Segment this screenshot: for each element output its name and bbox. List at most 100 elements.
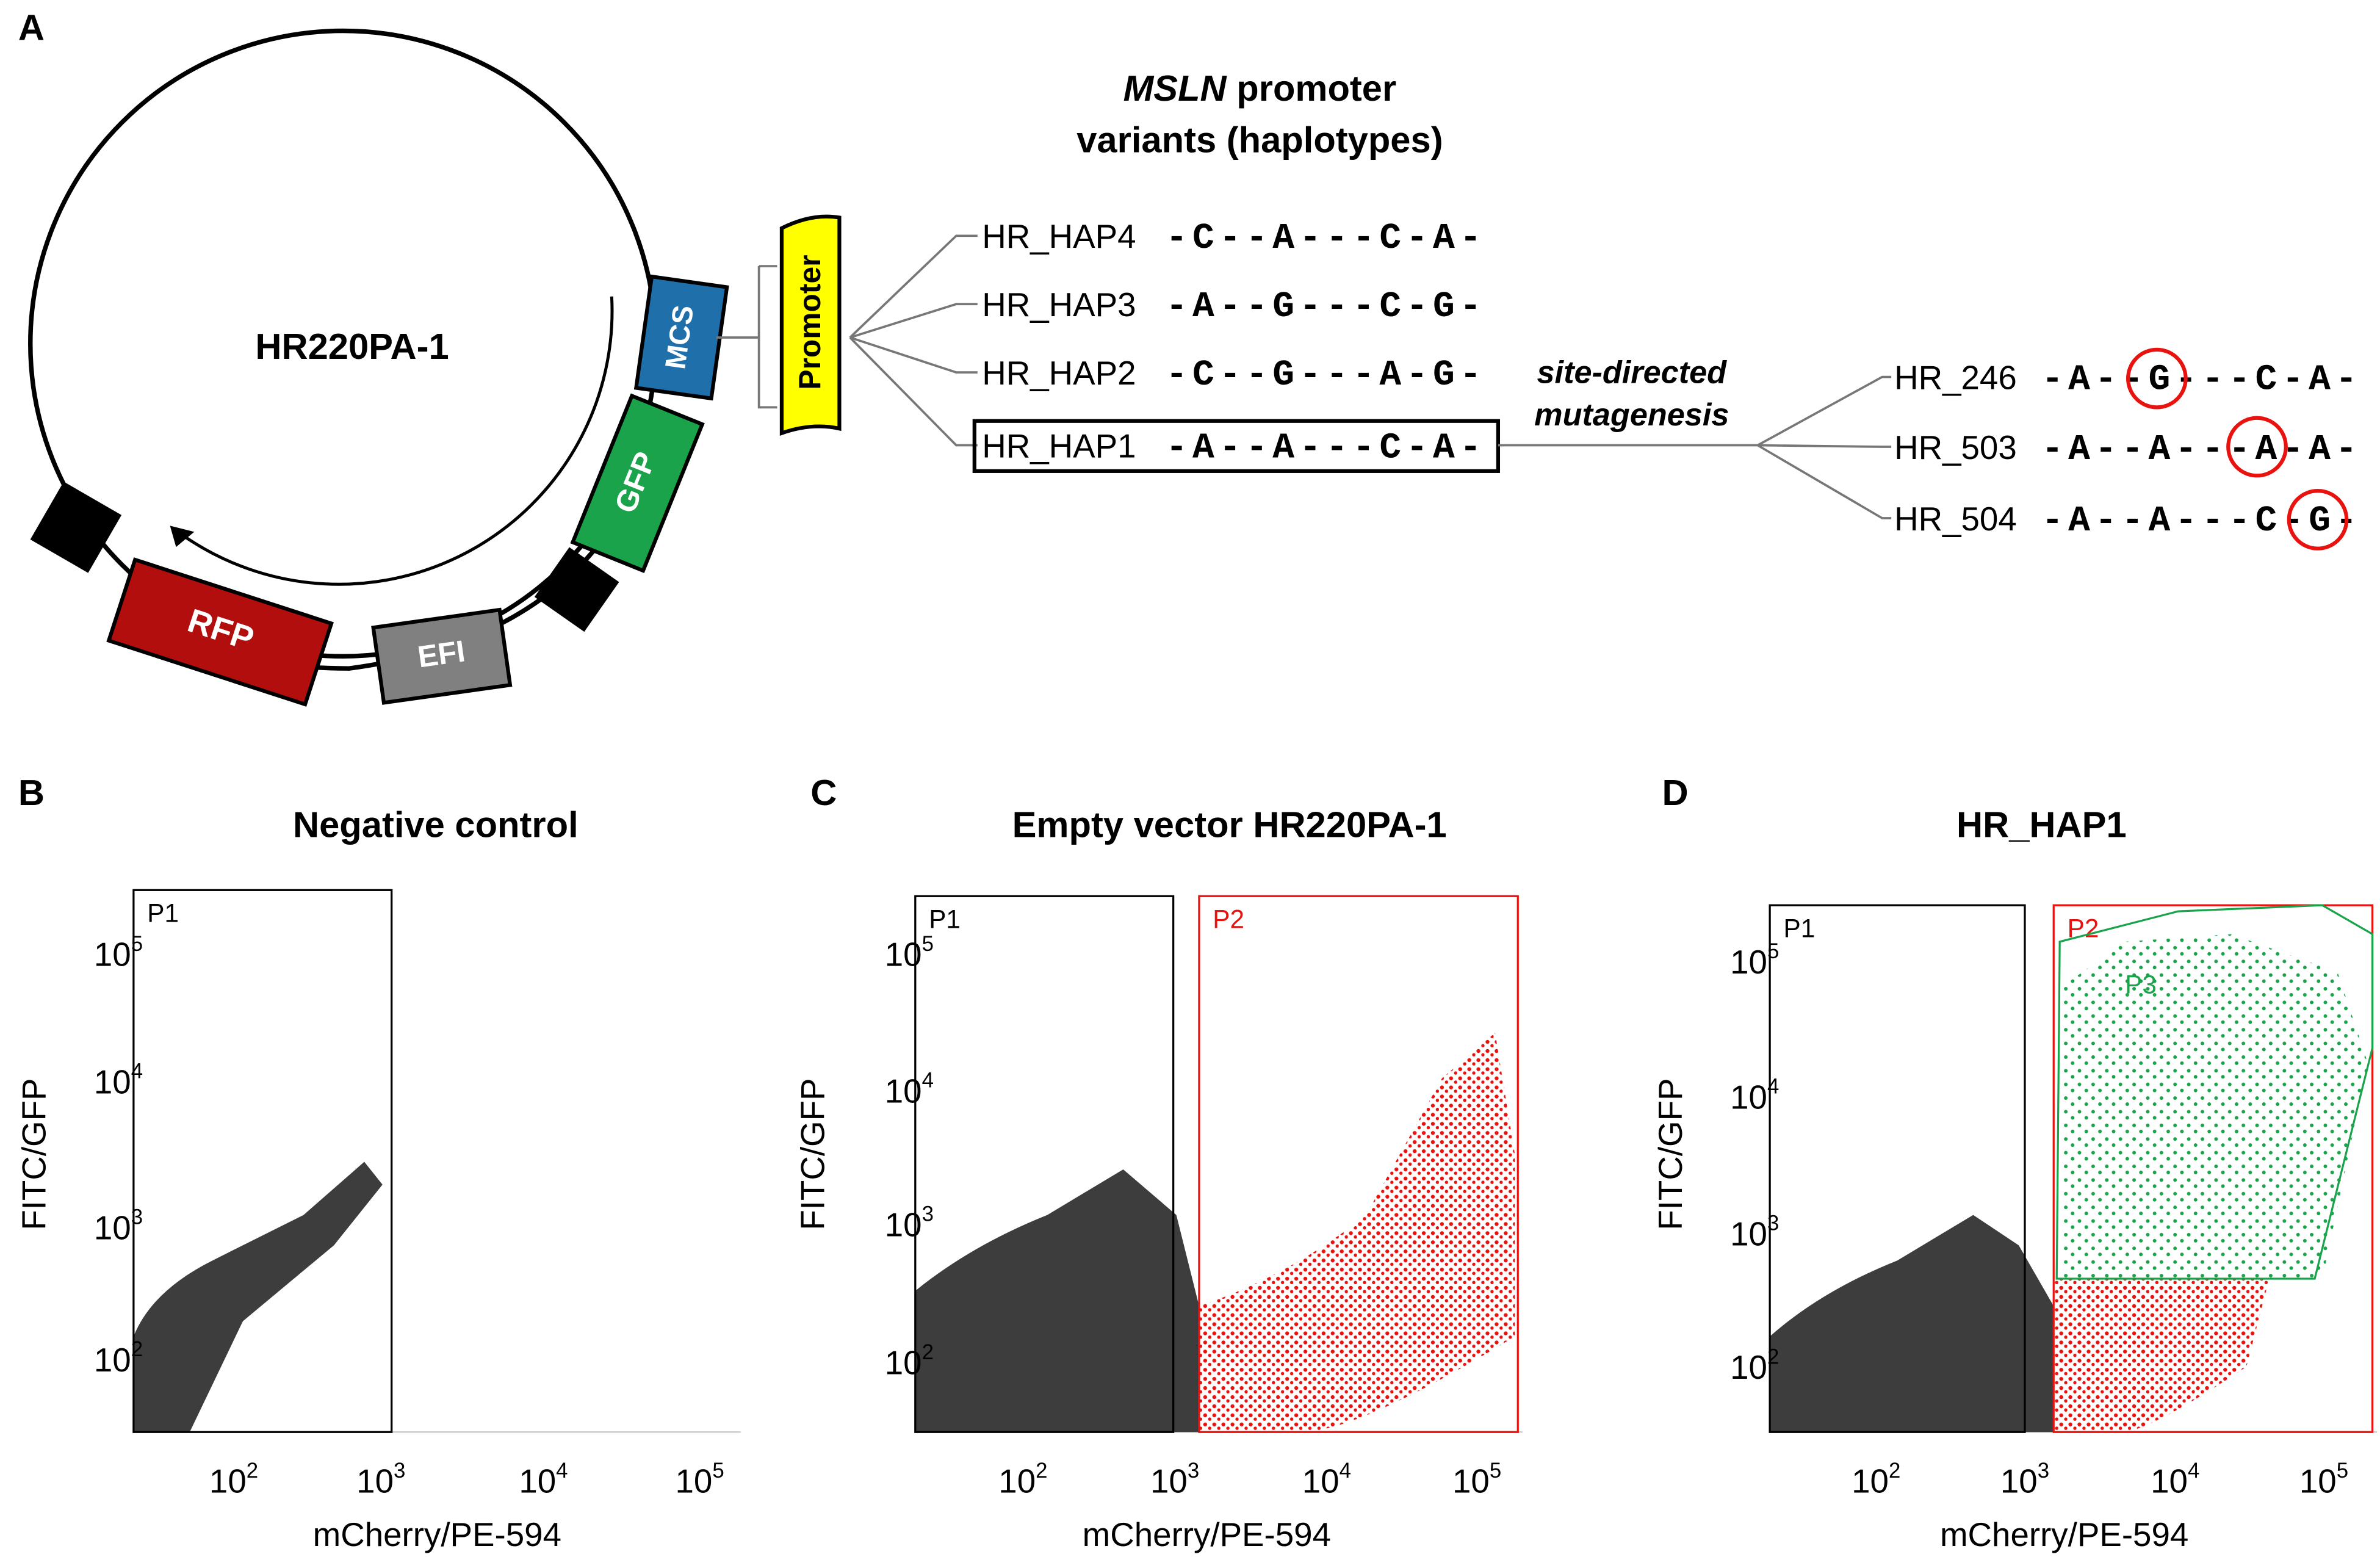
y-axis-label: FITC/GFP [1651, 1078, 1689, 1230]
tree-branch [849, 303, 978, 339]
mutant-seq: -A--A---C-G- [2041, 500, 2357, 541]
tick-base: 10 [885, 1344, 922, 1382]
tree-branch [849, 336, 978, 447]
panel-label: C [810, 772, 837, 813]
tick-exp: 3 [394, 1459, 405, 1483]
bracket [716, 265, 777, 409]
tree-branch [1757, 375, 1892, 447]
mutation-circle [2126, 347, 2188, 410]
rfp-box [106, 557, 334, 707]
tick-label: 105 [2299, 1459, 2348, 1500]
tick-label: 104 [519, 1459, 568, 1500]
black-marker [30, 482, 122, 573]
tick-label: 105 [1730, 939, 1779, 981]
tree-branch [849, 234, 978, 339]
gate [1769, 904, 2026, 1433]
x-axis-label: mCherry/PE-594 [1083, 1515, 1331, 1553]
tick-base: 10 [2000, 1462, 2038, 1500]
tick-exp: 5 [922, 932, 934, 956]
mutation-circle [2287, 489, 2349, 551]
haplotype-name: HR_HAP1 [982, 427, 1136, 464]
tick-label: 105 [676, 1459, 724, 1500]
tick-base: 10 [1452, 1462, 1490, 1500]
mutant-seq: -A--A---A-A- [2041, 428, 2357, 470]
arrow-head [170, 526, 195, 547]
population-cloud [1770, 1215, 2054, 1432]
tick-label: 102 [209, 1459, 258, 1500]
tick-label: 103 [1150, 1459, 1199, 1500]
efi-label: EFI [416, 634, 467, 674]
gene-name: MSLN [1123, 68, 1228, 109]
tick-exp: 3 [131, 1205, 143, 1229]
tick-label: 102 [94, 1337, 143, 1379]
tick-exp: 5 [1490, 1459, 1501, 1483]
panel-label: B [18, 772, 45, 813]
tick-exp: 4 [131, 1060, 143, 1083]
promoter-label: Promoter [793, 255, 827, 390]
tick-exp: 3 [2038, 1459, 2049, 1483]
x-axis-label: mCherry/PE-594 [313, 1515, 561, 1553]
tick-label: 102 [1852, 1459, 1900, 1500]
tick-exp: 2 [1036, 1459, 1047, 1483]
promoter-box [779, 214, 842, 436]
tick-base: 10 [1730, 943, 1767, 981]
tick-exp: 5 [712, 1459, 724, 1483]
y-axis-label: FITC/GFP [794, 1078, 832, 1230]
inner-arrow [181, 296, 614, 586]
tick-exp: 5 [1767, 939, 1779, 963]
tick-exp: 2 [1889, 1459, 1900, 1483]
population-cloud [915, 1169, 1199, 1432]
tick-label: 104 [94, 1060, 143, 1101]
mutant-name: HR_246 [1894, 359, 2017, 397]
population-cloud [2054, 1279, 2270, 1432]
tick-label: 103 [356, 1459, 405, 1500]
tick-exp: 5 [131, 932, 143, 956]
tick-base: 10 [2299, 1462, 2337, 1500]
panel-label: A [18, 7, 45, 48]
gate-label: P1 [1784, 914, 1816, 942]
plot-title: Empty vector HR220PA-1 [1012, 804, 1447, 845]
haplotype-seq: -A--G---C-G- [1166, 286, 1481, 327]
y-axis-label: FITC/GFP [15, 1078, 53, 1230]
mutant-name: HR_503 [1894, 428, 2017, 466]
plot-title: HR_HAP1 [1956, 804, 2127, 845]
tick-label: 104 [2151, 1459, 2199, 1500]
tick-base: 10 [1150, 1462, 1188, 1500]
tick-exp: 2 [1767, 1345, 1779, 1368]
tick-label: 103 [1730, 1211, 1779, 1252]
tick-base: 10 [209, 1462, 247, 1500]
tick-exp: 4 [922, 1069, 934, 1093]
x-axis-label: mCherry/PE-594 [1940, 1515, 2188, 1553]
tick-exp: 3 [922, 1202, 934, 1226]
tick-base: 10 [356, 1462, 394, 1500]
tick-base: 10 [2151, 1462, 2188, 1500]
tick-base: 10 [94, 936, 131, 974]
tick-label: 105 [1452, 1459, 1501, 1500]
tick-label: 105 [94, 932, 143, 974]
tick-base: 10 [94, 1063, 131, 1101]
black-marker [534, 547, 619, 632]
panel-label: D [1662, 772, 1689, 813]
gate [914, 895, 1175, 1433]
tick-base: 10 [1730, 1348, 1767, 1386]
tick-base: 10 [1302, 1462, 1340, 1500]
tick-base: 10 [1730, 1078, 1767, 1116]
tick-label: 103 [2000, 1459, 2049, 1500]
mutant-name: HR_504 [1894, 500, 2017, 538]
gate [2052, 904, 2374, 1433]
haplotype-name: HR_HAP3 [982, 286, 1136, 323]
tick-base: 10 [94, 1208, 131, 1246]
tree-branch [849, 336, 978, 374]
tick-base: 10 [885, 1072, 922, 1110]
plasmid-name: HR220PA-1 [255, 326, 449, 367]
tick-label: 104 [1730, 1075, 1779, 1116]
gate [1198, 895, 1519, 1433]
gate [2055, 904, 2374, 1280]
haplotype-name: HR_HAP2 [982, 354, 1136, 392]
tick-exp: 4 [556, 1459, 568, 1483]
tick-base: 10 [885, 1205, 922, 1243]
haplotype-seq: -C--A---C-A- [1166, 217, 1481, 259]
mutant-seq: -A--G---C-A- [2041, 359, 2357, 400]
tick-label: 103 [94, 1205, 143, 1247]
tick-label: 104 [885, 1069, 934, 1110]
